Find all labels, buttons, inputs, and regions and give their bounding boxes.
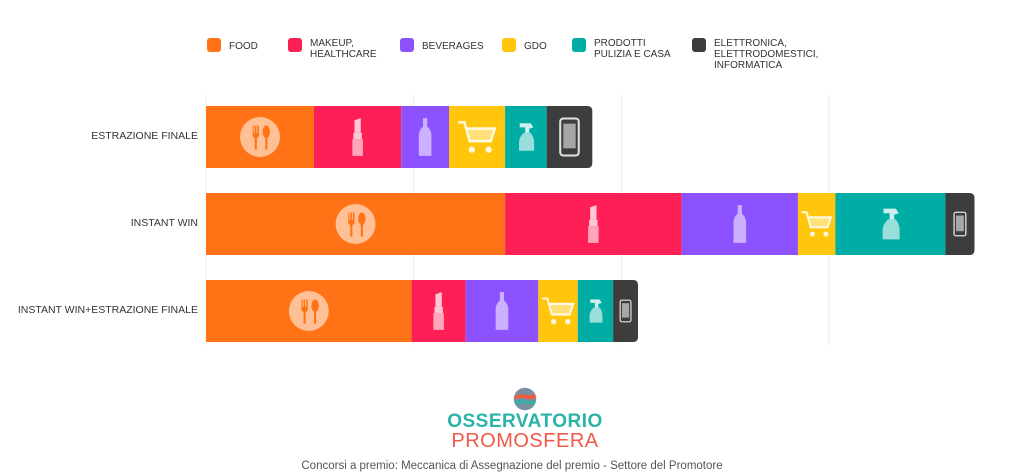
legend-label: FOOD [229, 41, 258, 52]
legend-label-line: ELETTRONICA, [714, 38, 787, 49]
bar-segment-food [206, 280, 412, 342]
legend-label: PRODOTTI PULIZIA E CASA [594, 38, 671, 60]
bar-segment-cart [797, 193, 836, 255]
spray-icon [519, 123, 535, 151]
legend-label: GDO [524, 41, 547, 52]
legend-label-line: HEALTHCARE [310, 49, 377, 60]
bar-segment-bottle [681, 193, 798, 255]
bar-segment-phone [546, 106, 593, 168]
legend-label-line: PRODOTTI [594, 38, 646, 49]
legend-label-line: PULIZIA E CASA [594, 49, 671, 60]
bar-segment-lipstick [314, 106, 402, 168]
legend-swatch [288, 38, 302, 52]
legend-label-line: MAKEUP, [310, 38, 354, 49]
legend-item: ELETTRONICA, ELETTRODOMESTICI, INFORMATICA [692, 38, 818, 71]
legend-item: FOOD [207, 38, 258, 52]
legend-swatch [400, 38, 414, 52]
legend-swatch [207, 38, 221, 52]
category-label: ESTRAZIONE FINALE [91, 130, 198, 142]
legend-swatch [502, 38, 516, 52]
legend-label-line: BEVERAGES [422, 41, 484, 52]
legend-item: BEVERAGES [400, 38, 484, 52]
caption: Concorsi a premio: Meccanica di Assegnaz… [301, 460, 723, 472]
legend-swatch [692, 38, 706, 52]
legend-item: PRODOTTI PULIZIA E CASA [572, 38, 671, 60]
bar-segment-cart [449, 106, 506, 168]
bar-segment-spray [577, 280, 614, 342]
bar-segment-cart [538, 280, 578, 342]
logo-line-1: OSSERVATORIO [447, 411, 603, 432]
legend-item: MAKEUP, HEALTHCARE [288, 38, 377, 60]
bar-segment-spray [835, 193, 946, 255]
bar-segment-lipstick [505, 193, 682, 255]
logo-line-2: PROMOSFERA [451, 430, 599, 452]
legend-item: GDO [502, 38, 547, 52]
bar-segment-spray [505, 106, 547, 168]
bar-segment-lipstick [411, 280, 466, 342]
bar-segment-food [206, 193, 506, 255]
bar-segment-food [206, 106, 315, 168]
globe-logo-icon [513, 387, 537, 411]
legend-label: ELETTRONICA, ELETTRODOMESTICI, INFORMATICA [714, 38, 818, 71]
category-label: INSTANT WIN [130, 217, 198, 229]
bar-segment-bottle [401, 106, 450, 168]
legend-label-line: INFORMATICA [714, 60, 783, 71]
food-icon [335, 204, 376, 244]
food-icon [240, 117, 280, 157]
bar-segment-phone [945, 193, 975, 255]
legend-label: MAKEUP, HEALTHCARE [310, 38, 377, 60]
bar-segment-bottle [465, 280, 539, 342]
legend-label: BEVERAGES [422, 41, 484, 52]
legend-swatch [572, 38, 586, 52]
food-icon [288, 291, 329, 331]
legend-label-line: GDO [524, 41, 547, 52]
logo-osservatorio-promosfera: OSSERVATORIO PROMOSFERA [425, 386, 625, 451]
bar-segment-phone [613, 280, 639, 342]
legend-label-line: ELETTRODOMESTICI, [714, 49, 819, 60]
legend-label-line: FOOD [229, 41, 258, 52]
category-label: INSTANT WIN+ESTRAZIONE FINALE [17, 304, 198, 316]
